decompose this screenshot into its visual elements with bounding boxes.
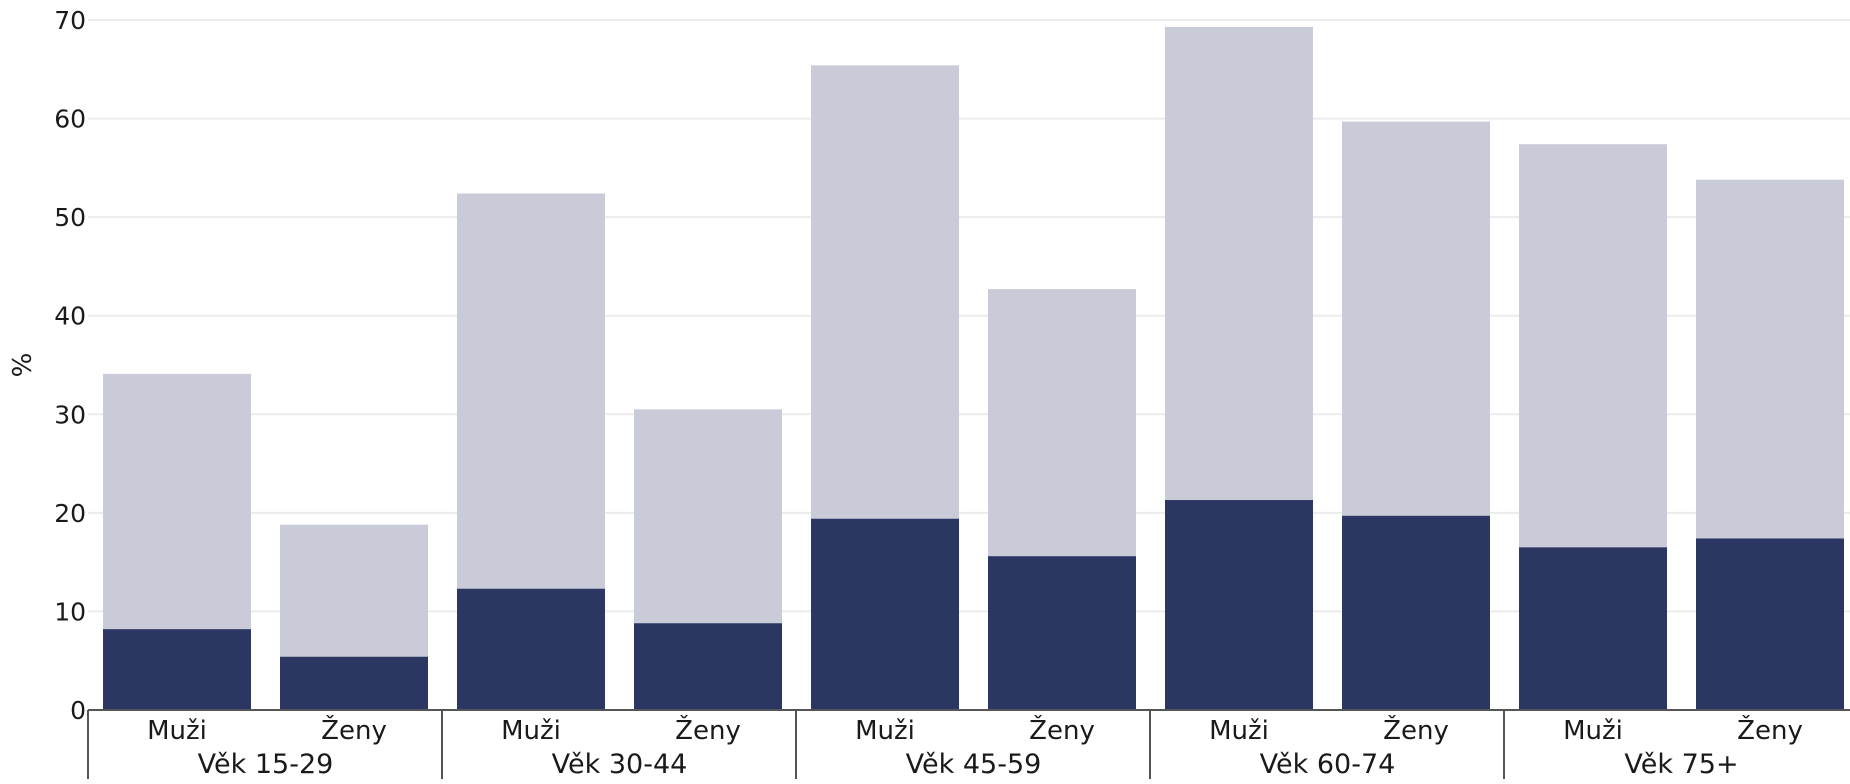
bar-dark: [1165, 500, 1313, 710]
group-label: Věk 60-74: [1260, 749, 1396, 779]
bar-dark: [280, 656, 428, 710]
category-label: Muži: [1209, 716, 1269, 746]
axes: [87, 709, 1850, 779]
bar-dark: [1696, 538, 1844, 710]
category-label: Ženy: [321, 714, 387, 746]
bar-dark: [103, 629, 251, 710]
category-label: Ženy: [1029, 714, 1095, 746]
category-label: Muži: [1563, 716, 1623, 746]
category-label: Muži: [501, 716, 561, 746]
y-tick-label: 50: [54, 203, 86, 232]
category-label: Ženy: [1737, 714, 1803, 746]
bar-dark: [1342, 515, 1490, 710]
category-label: Ženy: [675, 714, 741, 746]
bar-dark: [988, 556, 1136, 710]
labels: 0 10 20 30 40 50 60 70% Muži Ženy Muži Ženy Muži Ženy…: [8, 6, 1803, 780]
category-label: Muži: [855, 716, 915, 746]
bar-dark: [811, 518, 959, 710]
y-tick-label: 0: [70, 696, 86, 725]
y-tick-label: 60: [54, 105, 86, 134]
group-label: Věk 45-59: [906, 749, 1042, 779]
bar-dark: [1519, 547, 1667, 710]
bar-dark: [457, 588, 605, 710]
y-tick-label: 20: [54, 499, 86, 528]
y-tick-label: 30: [54, 400, 86, 429]
bars: [103, 26, 1844, 711]
group-label: Věk 30-44: [552, 749, 688, 779]
group-label: Věk 15-29: [198, 749, 334, 779]
group-label: Věk 75+: [1624, 749, 1738, 779]
bar-dark: [634, 623, 782, 710]
y-axis-title: %: [8, 353, 38, 378]
y-tick-label: 40: [54, 302, 86, 331]
category-label: Ženy: [1383, 714, 1449, 746]
y-tick-label: 10: [54, 597, 86, 626]
category-label: Muži: [147, 716, 207, 746]
y-tick-label: 70: [54, 6, 86, 35]
gridlines: [88, 19, 1850, 613]
